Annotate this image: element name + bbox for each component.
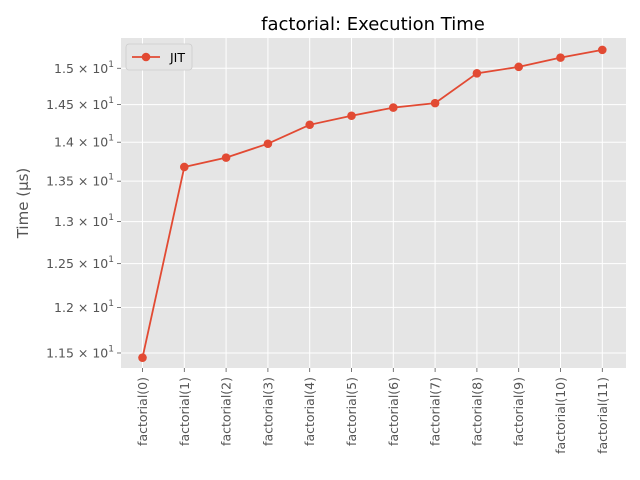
data-point	[305, 120, 315, 130]
series-layer	[138, 45, 607, 362]
x-tick-label: factorial(0)	[135, 377, 150, 446]
grid-lines	[121, 38, 626, 368]
y-tick-label: 1.45 × 101	[46, 96, 114, 112]
x-tick-label: factorial(11)	[595, 377, 610, 454]
y-tick-label: 1.4 × 101	[54, 134, 114, 150]
data-point	[389, 103, 398, 112]
x-tick-label: factorial(10)	[553, 377, 568, 454]
x-tick-label: factorial(7)	[428, 377, 443, 446]
data-point	[347, 111, 356, 121]
y-tick-label: 1.2 × 101	[54, 299, 114, 315]
x-tick-label: factorial(4)	[302, 377, 317, 446]
y-tick-label: 1.25 × 101	[46, 255, 114, 271]
x-tick-label: factorial(1)	[177, 377, 192, 446]
x-tick-label: factorial(9)	[511, 377, 526, 446]
chart-title: factorial: Execution Time	[261, 14, 485, 35]
legend-marker-swatch	[141, 52, 151, 62]
data-point	[180, 162, 189, 172]
data-point	[514, 62, 523, 72]
data-point	[430, 98, 440, 108]
data-point	[598, 45, 607, 55]
legend: JIT	[125, 43, 193, 71]
x-tick-labels: factorial(0) factorial(1) factorial(2) fact…	[135, 368, 610, 454]
legend-label-jit: JIT	[169, 50, 185, 65]
plot-background	[121, 38, 626, 368]
x-tick-label: factorial(5)	[344, 377, 359, 446]
data-point	[556, 53, 565, 62]
y-tick-label: 1.5 × 101	[54, 60, 114, 76]
data-point	[138, 353, 147, 362]
x-tick-label: factorial(2)	[219, 377, 234, 446]
y-tick-label: 1.35 × 101	[46, 173, 114, 189]
y-axis-label: Time (µs)	[14, 168, 32, 240]
x-tick-label: factorial(8)	[469, 377, 484, 446]
series-line-jit	[141, 49, 603, 358]
data-point	[472, 68, 482, 78]
x-tick-label: factorial(6)	[386, 377, 401, 446]
y-tick-label: 1.3 × 101	[54, 213, 114, 229]
x-tick-label: factorial(3)	[260, 377, 275, 446]
data-point	[221, 153, 231, 162]
y-tick-labels: 1.15 × 101 1.2 × 101 1.25 × 101 1.3 × 101 1.…	[46, 60, 121, 360]
y-tick-label: 1.15 × 101	[46, 344, 114, 360]
data-point	[263, 139, 273, 149]
